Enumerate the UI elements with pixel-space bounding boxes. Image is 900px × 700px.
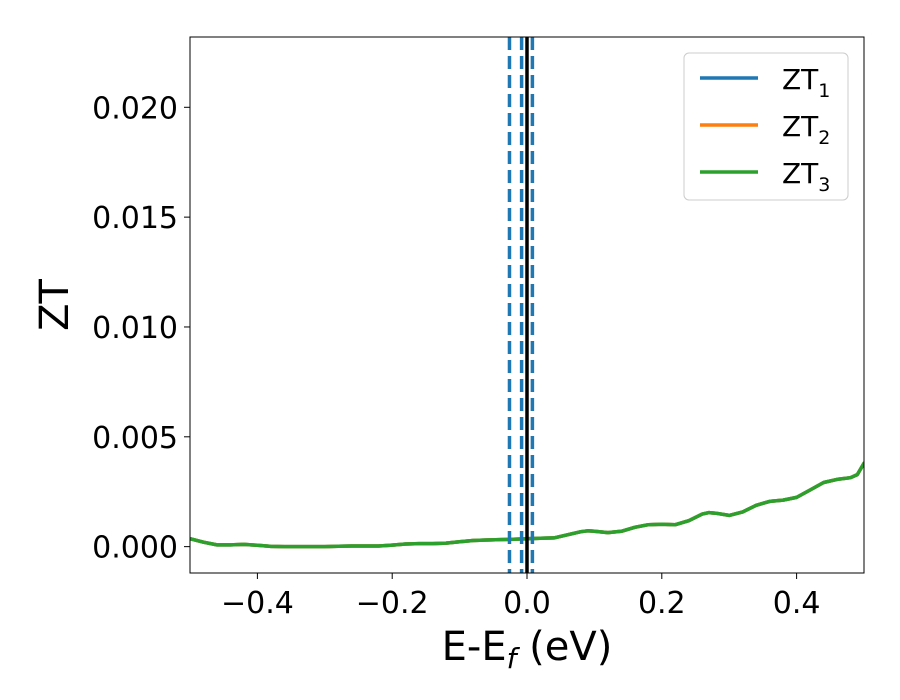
series-line-3: [190, 461, 864, 549]
y-tick-label: 0.010: [92, 311, 178, 346]
y-tick-label: 0.000: [92, 531, 178, 566]
y-tick-label: 0.005: [92, 421, 178, 456]
legend-label-2: ZT2: [782, 110, 830, 149]
x-axis-label-suffix: (eV): [516, 624, 612, 670]
legend: ZT1 ZT2 ZT3: [683, 52, 849, 201]
series-layer: [190, 461, 864, 549]
legend-box: [683, 52, 849, 201]
x-tick-label: −0.4: [221, 586, 294, 621]
x-axis-label-main: E-E: [442, 624, 507, 670]
x-tick-label: 0.0: [503, 586, 551, 621]
x-tick-label: 0.2: [638, 586, 686, 621]
x-tick-label: −0.2: [356, 586, 429, 621]
x-axis-label: E-Ef (eV): [442, 624, 613, 675]
y-tick-label: 0.015: [92, 201, 178, 236]
vline-layer: [507, 37, 535, 573]
x-axis-ticks: −0.4 −0.2 0.0 0.2 0.4: [221, 573, 820, 621]
legend-label-1: ZT1: [782, 63, 830, 102]
y-tick-label: 0.020: [92, 91, 178, 126]
legend-label-3: ZT3: [782, 157, 830, 196]
y-axis-ticks: 0.000 0.005 0.010 0.015 0.020: [92, 91, 190, 566]
y-axis-label: ZT: [32, 279, 78, 331]
x-tick-label: 0.4: [773, 586, 821, 621]
